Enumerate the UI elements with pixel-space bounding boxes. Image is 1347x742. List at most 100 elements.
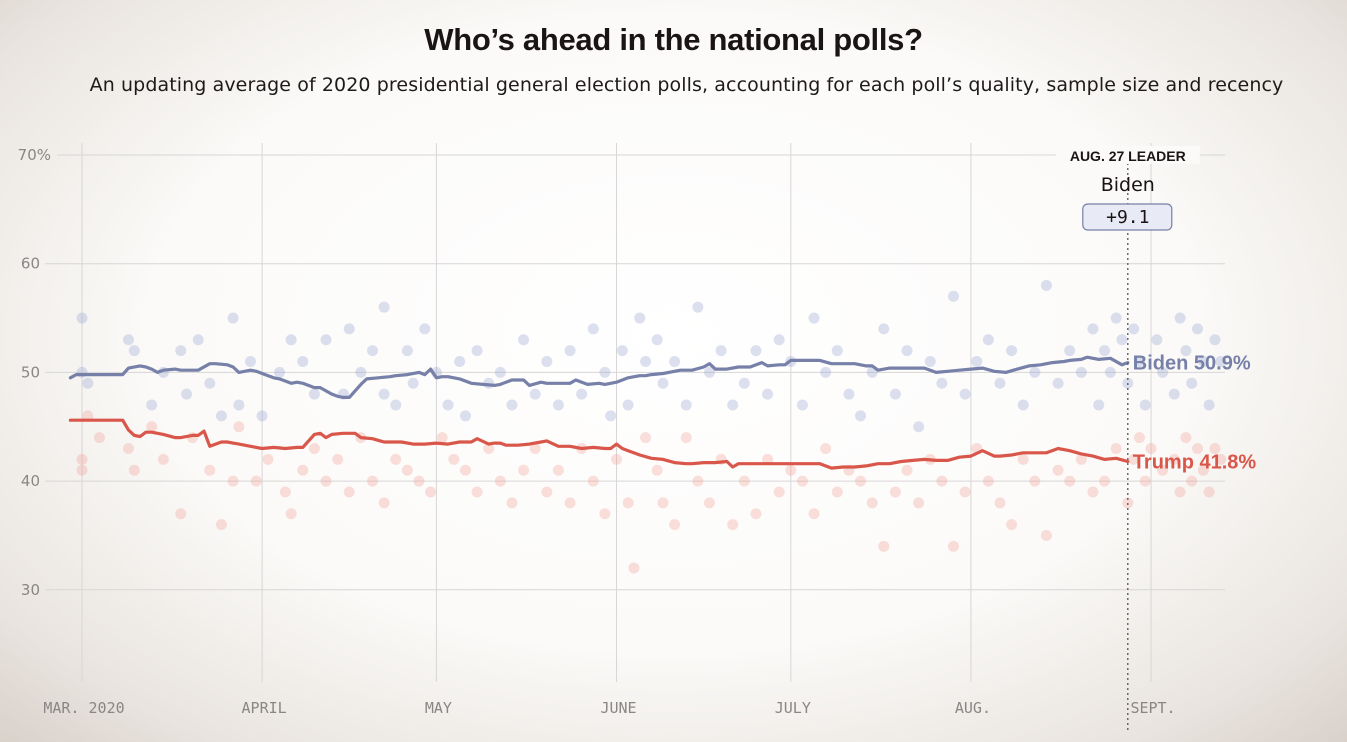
y-tick-label: 30: [21, 581, 40, 599]
trump-poll-dot: [727, 519, 739, 531]
biden-poll-dot: [680, 399, 692, 411]
trump-poll-dot: [401, 464, 413, 476]
biden-poll-dot: [378, 388, 390, 400]
biden-poll-dot: [308, 388, 320, 400]
biden-poll-dot: [994, 377, 1006, 389]
leader-margin: +9.1: [1106, 207, 1149, 228]
biden-poll-dot: [1133, 356, 1145, 368]
trump-poll-dot: [494, 475, 506, 487]
trump-poll-dot: [994, 497, 1006, 509]
chart-title: Who’s ahead in the national polls?: [424, 22, 923, 57]
biden-poll-dot: [204, 377, 216, 389]
biden-poll-dot: [285, 334, 297, 346]
biden-poll-dot: [1052, 377, 1064, 389]
biden-poll-dot: [227, 312, 239, 324]
biden-poll-dot: [1128, 323, 1140, 335]
biden-poll-dot: [256, 410, 268, 422]
trump-poll-dot: [1133, 432, 1145, 444]
trump-poll-dot: [1203, 486, 1215, 498]
biden-poll-dot: [274, 366, 286, 378]
trump-poll-dot: [564, 497, 576, 509]
biden-poll-dot: [820, 366, 832, 378]
trump-poll-dot: [1029, 475, 1041, 487]
x-tick-label: APRIL: [242, 699, 287, 717]
trump-poll-dot: [628, 562, 640, 574]
biden-poll-dot: [1104, 366, 1116, 378]
biden-poll-dot: [419, 323, 431, 335]
biden-poll-dot: [889, 388, 901, 400]
trump-poll-dot: [215, 519, 227, 531]
trump-poll-dot: [483, 442, 495, 454]
trump-poll-dot: [1087, 486, 1099, 498]
biden-poll-dot: [1075, 366, 1087, 378]
biden-poll-dot: [76, 312, 88, 324]
biden-poll-dot: [1180, 345, 1192, 357]
trump-poll-dot: [279, 486, 291, 498]
biden-poll-dot: [552, 399, 564, 411]
biden-poll-dot: [233, 399, 245, 411]
biden-poll-dot: [407, 377, 419, 389]
biden-poll-dot: [401, 345, 413, 357]
biden-poll-dot: [541, 356, 553, 368]
biden-poll-dot: [343, 323, 355, 335]
biden-poll-dot: [692, 301, 704, 313]
trump-poll-dot: [1209, 442, 1221, 454]
trump-poll-dot: [785, 464, 797, 476]
biden-poll-dot: [762, 388, 774, 400]
biden-poll-dot: [1064, 345, 1076, 357]
biden-poll-dot: [122, 334, 134, 346]
biden-average-line: [68, 355, 1130, 399]
biden-poll-dot: [459, 410, 471, 422]
x-gridlines: [81, 143, 1152, 682]
biden-poll-dot: [1168, 388, 1180, 400]
trump-poll-dot: [622, 497, 634, 509]
trump-poll-dot: [738, 475, 750, 487]
trump-poll-dot: [669, 519, 681, 531]
average-lines: [68, 355, 1130, 470]
x-tick-label: SEPT.: [1130, 699, 1175, 717]
trump-poll-dot: [448, 453, 460, 465]
trump-poll-dot: [750, 508, 762, 520]
biden-poll-dot: [616, 345, 628, 357]
biden-poll-dot: [605, 410, 617, 422]
trump-poll-dot: [1168, 453, 1180, 465]
biden-poll-dot: [1116, 334, 1128, 346]
biden-poll-dot: [320, 334, 332, 346]
trump-poll-dot: [901, 464, 913, 476]
trump-poll-dot: [128, 464, 140, 476]
trump-poll-dot: [285, 508, 297, 520]
biden-poll-dot: [76, 366, 88, 378]
biden-poll-dot: [454, 356, 466, 368]
biden-poll-dot: [494, 366, 506, 378]
trump-poll-dot: [1174, 486, 1186, 498]
trump-poll-dot: [1122, 497, 1134, 509]
y-axis-ticks: 70% 60 50 40 30: [18, 146, 51, 599]
biden-poll-dot: [1151, 334, 1163, 346]
biden-poll-dot: [1040, 279, 1052, 291]
biden-poll-dot: [901, 345, 913, 357]
biden-poll-dot: [529, 388, 541, 400]
trump-poll-dot: [459, 464, 471, 476]
trump-poll-dot: [878, 540, 890, 552]
biden-poll-dot: [727, 399, 739, 411]
trump-poll-dot: [889, 486, 901, 498]
trump-poll-dot: [820, 442, 832, 454]
trump-poll-dot: [204, 464, 216, 476]
biden-poll-dot: [587, 323, 599, 335]
trump-poll-dot: [233, 421, 245, 433]
biden-poll-dot: [971, 356, 983, 368]
trump-poll-dot: [936, 475, 948, 487]
trump-poll-dot: [866, 497, 878, 509]
biden-poll-dot: [1139, 399, 1151, 411]
trump-poll-dot: [948, 540, 959, 552]
biden-poll-dot: [367, 345, 378, 357]
trump-poll-dot: [855, 475, 867, 487]
trump-poll-dot: [518, 464, 530, 476]
y-tick-label: 70%: [18, 146, 51, 164]
biden-poll-dot: [390, 399, 402, 411]
biden-poll-dot: [773, 334, 785, 346]
biden-poll-dot: [175, 345, 187, 357]
biden-poll-dot: [471, 345, 483, 357]
biden-poll-dot: [1203, 399, 1215, 411]
biden-poll-dot: [181, 388, 193, 400]
